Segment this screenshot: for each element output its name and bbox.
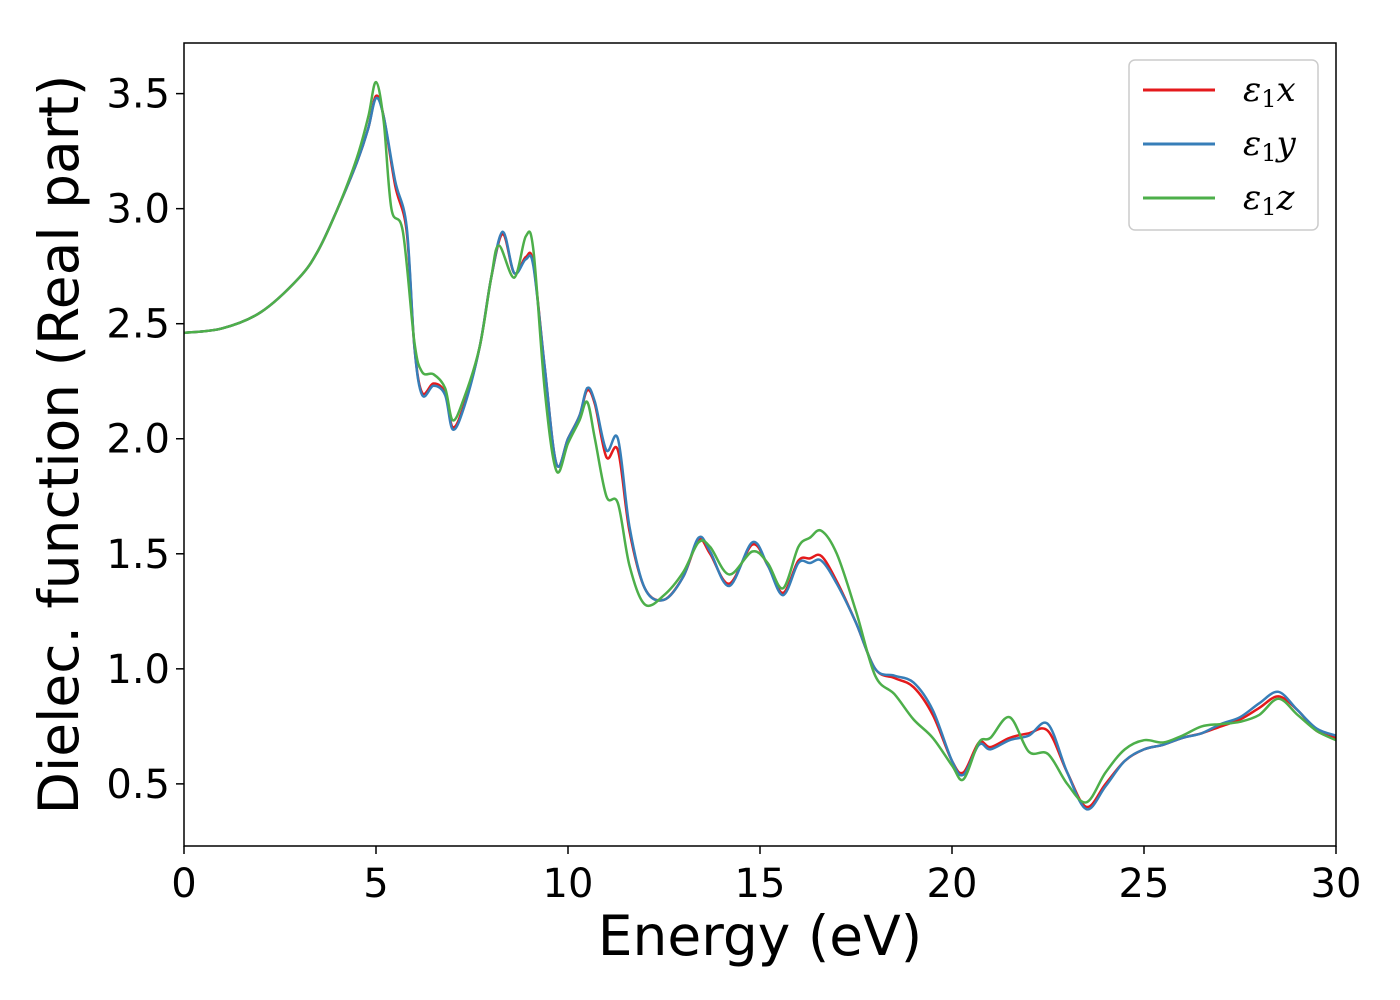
legend-items: ε1x ε1y ε1z bbox=[1143, 70, 1297, 221]
y-tick-label: 3.5 bbox=[106, 72, 170, 118]
y-tick-label: 1.5 bbox=[106, 532, 170, 578]
series-layer bbox=[184, 80, 1336, 811]
legend-label-x: ε1x bbox=[1243, 70, 1296, 113]
x-tick-label: 25 bbox=[1119, 861, 1170, 907]
y-axis-ticks: 0.5 1.0 1.5 2.0 2.5 3.0 3.5 bbox=[106, 72, 184, 808]
x-tick-label: 30 bbox=[1311, 861, 1362, 907]
x-tick-label: 15 bbox=[735, 861, 786, 907]
y-axis-title: Dielec. function (Real part) bbox=[27, 75, 91, 815]
y-tick-label: 2.0 bbox=[106, 417, 170, 463]
legend-label-y: ε1y bbox=[1243, 124, 1297, 167]
legend: ε1x ε1y ε1z bbox=[1128, 59, 1319, 231]
x-tick-label: 20 bbox=[927, 861, 978, 907]
y-tick-label: 2.5 bbox=[106, 302, 170, 348]
legend-box bbox=[1128, 59, 1319, 231]
x-tick-label: 0 bbox=[171, 861, 196, 907]
y-tick-label: 0.5 bbox=[106, 762, 170, 808]
x-tick-label: 10 bbox=[543, 861, 594, 907]
series-line-z bbox=[184, 80, 1336, 804]
x-axis-title: Energy (eV) bbox=[598, 904, 922, 968]
y-tick-label: 1.0 bbox=[106, 647, 170, 693]
y-tick-label: 3.0 bbox=[106, 187, 170, 233]
x-tick-label: 5 bbox=[363, 861, 388, 907]
legend-label-z: ε1z bbox=[1243, 178, 1296, 221]
x-axis-ticks: 0 5 10 15 20 25 30 bbox=[171, 846, 1361, 907]
